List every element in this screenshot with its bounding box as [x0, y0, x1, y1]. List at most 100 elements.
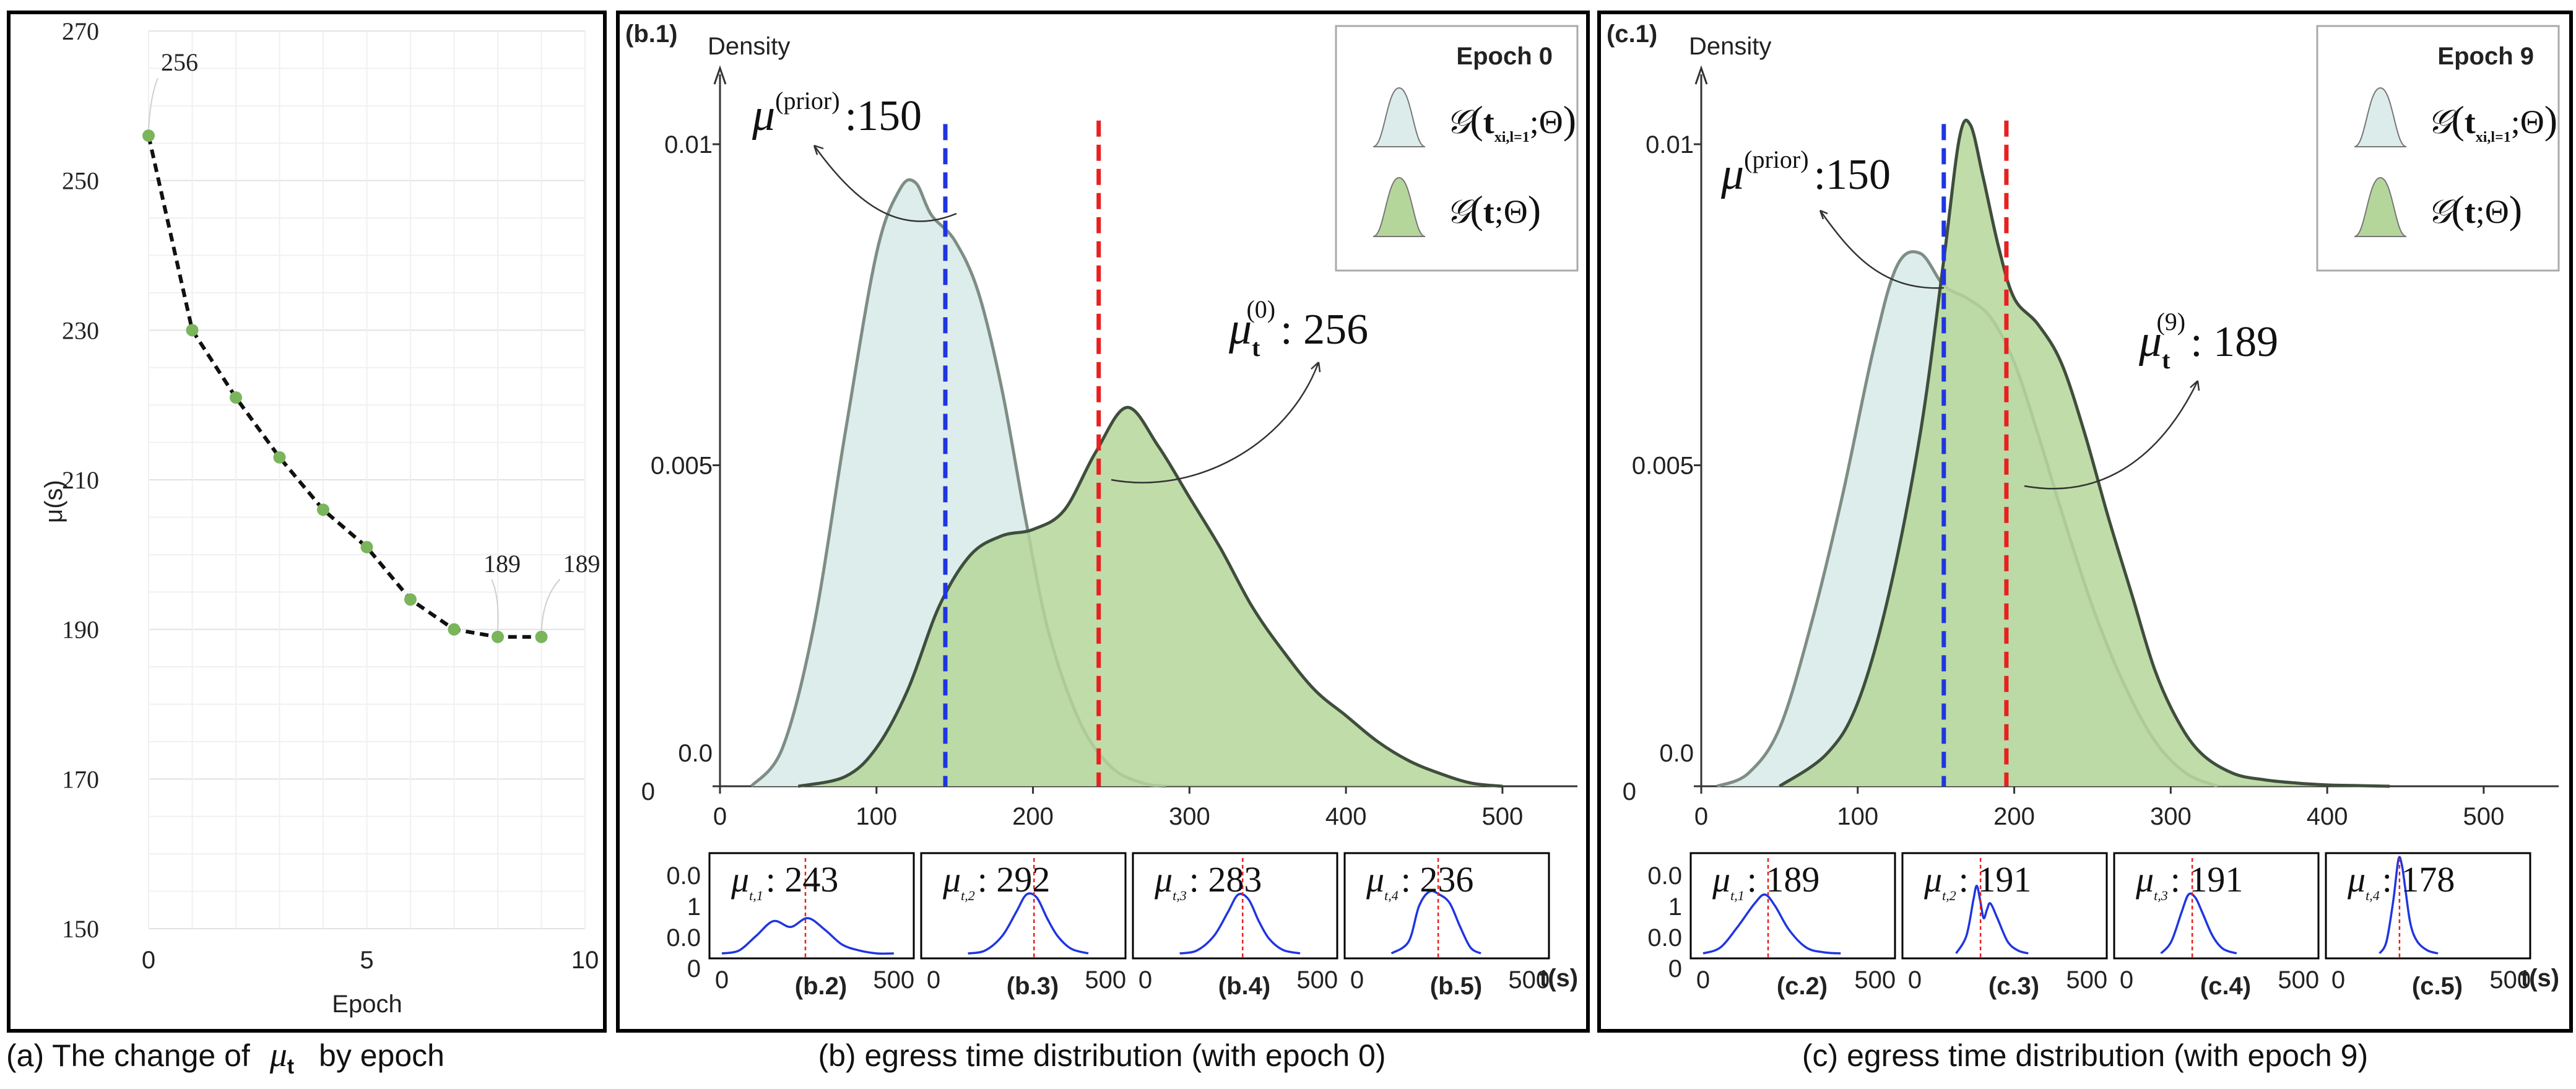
subplot-y-tick-label: 0.0	[666, 862, 701, 890]
subplot-frame	[1343, 852, 1550, 960]
subplot-label: (c.2)	[1777, 973, 1828, 1000]
caption-a: (a) The change of μt by epoch	[6, 1036, 445, 1080]
legend-swatch	[2354, 87, 2407, 147]
subplot-label: (b.2)	[795, 973, 847, 1000]
subplot-x-tick-label: 500	[873, 966, 914, 994]
subplot-label: (c.3)	[1988, 973, 2039, 1000]
x-tick-label: 5	[360, 947, 373, 974]
x-axis-label: t(s)	[1540, 965, 1578, 992]
annotation-post: μt(9): 189	[2138, 308, 2278, 374]
x-tick-label: 200	[1012, 803, 1054, 830]
subplot-x-tick-label: 500	[1085, 966, 1126, 994]
y-tick-label: 150	[62, 915, 99, 943]
annotation-label: 189	[563, 550, 601, 578]
y-axis-label: Density	[708, 33, 790, 60]
subplot-y-tick-label: 0.0	[1647, 862, 1682, 890]
annotation-arrow	[1111, 362, 1321, 484]
subplot-y-tick-label: 0	[687, 955, 701, 983]
data-point	[448, 623, 461, 636]
subplot-label: (b.4)	[1218, 973, 1270, 1000]
y-zero-label: 0	[1623, 778, 1636, 805]
y-tick-label: 0.005	[651, 452, 713, 479]
annotation-arrow	[813, 144, 957, 222]
data-point	[360, 540, 373, 553]
data-point	[317, 503, 329, 516]
annotation-arrow	[1819, 209, 1945, 289]
subplot-frame	[2325, 852, 2531, 960]
subplot-x-tick-label: 0	[2120, 966, 2133, 994]
annotation-prior: μ(prior):150	[1720, 145, 1891, 199]
x-tick-label: 500	[2463, 803, 2505, 830]
subplot-x-tick-label: 500	[2489, 966, 2531, 994]
data-point	[186, 324, 199, 337]
caption-a-mu: μ	[269, 1036, 287, 1074]
y-tick-label: 0.0	[1659, 740, 1694, 767]
panel-a-frame	[7, 11, 607, 1033]
subplot-x-tick-label: 500	[1854, 966, 1896, 994]
x-tick-label: 0	[142, 947, 155, 974]
legend-entry-label: 𝒢(t;Θ)	[2427, 188, 2522, 232]
annotation-label: 256	[161, 48, 198, 76]
legend-box	[2316, 25, 2560, 272]
legend-swatch	[1373, 87, 1426, 147]
subplot-annotation: μt,2: 292	[942, 859, 1050, 903]
subplot-label: (b.3)	[1007, 973, 1059, 1000]
y-tick-label: 270	[62, 17, 99, 45]
subplot-annotation: μt,2: 191	[1923, 859, 2031, 903]
panel-c-frame	[1597, 11, 2573, 1033]
annotation-leader	[540, 579, 561, 631]
panel-a-ylabel: μ(s)	[40, 480, 67, 523]
subplot-frame	[1132, 852, 1338, 960]
subplot-y-tick-label: 0	[1668, 955, 1682, 983]
subplot-density-line	[968, 892, 1089, 955]
x-tick-label: 400	[2307, 803, 2348, 830]
annotation-label: 189	[484, 550, 521, 578]
x-tick-label: 100	[1837, 803, 1878, 830]
data-point	[404, 593, 417, 606]
x-tick-label: 400	[1325, 803, 1367, 830]
legend-entry-label: 𝒢(t;Θ)	[1446, 188, 1541, 232]
legend-title: Epoch 9	[2437, 43, 2534, 70]
subplot-x-tick-label: 0	[1908, 966, 1922, 994]
subplot-density-line	[2160, 892, 2237, 955]
subplot-y-tick-label: 0.0	[1647, 924, 1682, 952]
subplot-y-tick-label: 1	[1668, 893, 1682, 921]
subplot-x-tick-label: 0	[927, 966, 940, 994]
subplot-y-tick-label: 1	[687, 893, 701, 921]
x-tick-label: 10	[571, 947, 599, 974]
panel-a-plot: 150 170 190 210 230 250 270 0 5 10 256 189 189	[62, 17, 601, 974]
subplot-annotation: μt,3: 283	[1154, 859, 1262, 903]
subplot-label: (c.4)	[2200, 973, 2251, 1000]
data-point	[492, 630, 504, 643]
y-tick-label: 0.005	[1632, 452, 1694, 479]
y-tick-label: 0.0	[678, 740, 713, 767]
x-tick-label: 300	[2150, 803, 2192, 830]
annotation-arrow	[2024, 380, 2200, 490]
subplot-x-tick-label: 500	[1508, 966, 1550, 994]
legend-swatch	[1373, 176, 1426, 237]
legend-swatch	[2354, 176, 2407, 237]
x-tick-label: 200	[1993, 803, 2035, 830]
y-tick-label: 0.01	[1646, 131, 1694, 158]
panel-c-plot: (c.1) Density Epoch 9𝒢(txi,l=1;Θ)𝒢(t;Θ)0 10…	[1607, 20, 2560, 1000]
x-tick-label: 0	[713, 803, 727, 830]
subplot-frame	[1901, 852, 2108, 960]
subplot-x-tick-label: 0	[1696, 966, 1710, 994]
subplot-x-tick-label: 500	[2066, 966, 2107, 994]
y-zero-label: 0	[641, 778, 655, 805]
subplot-density-line	[721, 917, 894, 955]
y-tick-label: 170	[62, 765, 99, 793]
annotation-leader	[148, 77, 158, 130]
legend-box	[1335, 25, 1579, 272]
y-tick-label: 210	[62, 466, 99, 494]
density-area-prior	[751, 180, 1166, 786]
panel-b-frame	[616, 11, 1590, 1033]
x-tick-label: 500	[1482, 803, 1524, 830]
subplot-annotation: μt,4: 236	[1366, 859, 1473, 903]
subplot-label: (c.5)	[2412, 973, 2463, 1000]
subplot-x-tick-label: 0	[2331, 966, 2345, 994]
line-series	[147, 135, 542, 639]
caption-a-prefix: (a) The change of	[6, 1038, 250, 1073]
density-area-posterior	[1779, 120, 2390, 786]
